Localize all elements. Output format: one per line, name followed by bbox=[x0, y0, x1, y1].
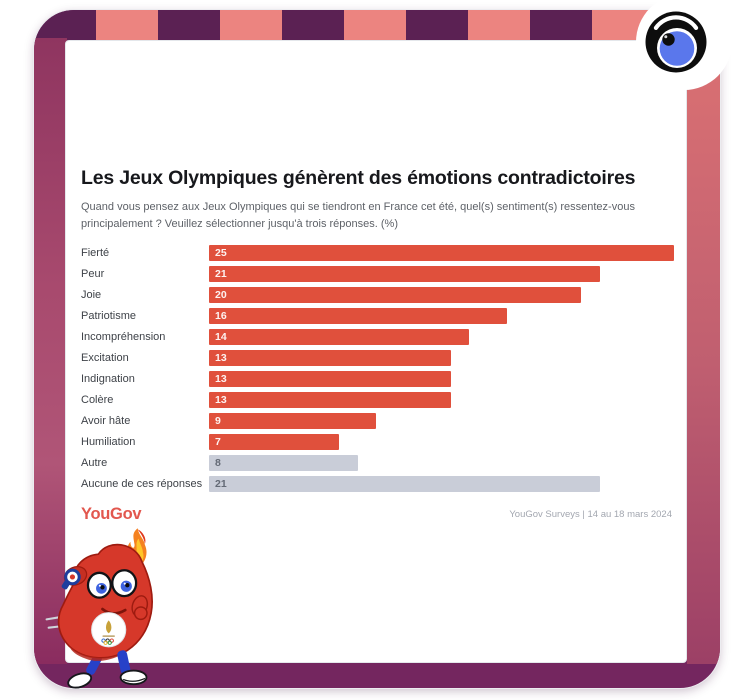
bar-track: 7 bbox=[209, 431, 676, 452]
value-label: 14 bbox=[215, 330, 227, 343]
value-label: 16 bbox=[215, 309, 227, 322]
bar-track: 25 bbox=[209, 242, 676, 263]
bar-track: 13 bbox=[209, 368, 676, 389]
category-label: Aucune de ces réponses bbox=[81, 477, 203, 490]
chart-row: Joie 20 bbox=[81, 284, 676, 305]
bar-track: 13 bbox=[209, 389, 676, 410]
category-label: Autre bbox=[81, 456, 108, 469]
chart-row: Autre 8 bbox=[81, 452, 676, 473]
bar-red: 21 bbox=[209, 265, 600, 282]
value-label: 13 bbox=[215, 351, 227, 364]
frame-right-border bbox=[687, 38, 720, 664]
chart-title: Les Jeux Olympiques génèrent des émotion… bbox=[81, 167, 636, 189]
frame-left-border bbox=[34, 38, 67, 664]
striped-top-border bbox=[34, 10, 720, 41]
value-label: 8 bbox=[215, 456, 221, 469]
bar-red: 14 bbox=[209, 328, 469, 345]
chart-row: Aucune de ces réponses 21 bbox=[81, 473, 676, 494]
bar-red: 7 bbox=[209, 433, 339, 450]
chart-row: Excitation 13 bbox=[81, 347, 676, 368]
category-label: Excitation bbox=[81, 351, 129, 364]
chart-footer: YouGov YouGov Surveys | 14 au 18 mars 20… bbox=[81, 503, 672, 525]
chart-row: Indignation 13 bbox=[81, 368, 676, 389]
bar-track: 9 bbox=[209, 410, 676, 431]
bar-red: 16 bbox=[209, 307, 507, 324]
bar-red: 20 bbox=[209, 286, 581, 303]
yougov-wordmark: YouGov bbox=[81, 504, 142, 523]
bar-gray: 21 bbox=[209, 475, 600, 492]
bar-track: 16 bbox=[209, 305, 676, 326]
category-label: Incompréhension bbox=[81, 330, 166, 343]
value-label: 9 bbox=[215, 414, 221, 427]
value-label: 13 bbox=[215, 372, 227, 385]
value-label: 25 bbox=[215, 246, 227, 259]
value-label: 21 bbox=[215, 477, 227, 490]
category-label: Peur bbox=[81, 267, 105, 280]
eye-graphic bbox=[645, 11, 707, 73]
bar-track: 8 bbox=[209, 452, 676, 473]
chart-row: Fierté 25 bbox=[81, 242, 676, 263]
category-label: Colère bbox=[81, 393, 114, 406]
chart-row: Incompréhension 14 bbox=[81, 326, 676, 347]
bar-red: 13 bbox=[209, 391, 451, 408]
bar-red: 9 bbox=[209, 412, 376, 429]
bar-track: 14 bbox=[209, 326, 676, 347]
chart-row: Colère 13 bbox=[81, 389, 676, 410]
category-label: Avoir hâte bbox=[81, 414, 131, 427]
bar-track: 20 bbox=[209, 284, 676, 305]
bar-track: 21 bbox=[209, 263, 676, 284]
category-label: Humiliation bbox=[81, 435, 136, 448]
category-label: Joie bbox=[81, 288, 102, 301]
value-label: 20 bbox=[215, 288, 227, 301]
category-label: Patriotisme bbox=[81, 309, 137, 322]
category-label: Indignation bbox=[81, 372, 135, 385]
yougov-eye-icon bbox=[636, 0, 732, 90]
bar-chart: Fierté 25 Peur 21 Joie 20 Patriotisme 16 Incompr… bbox=[81, 242, 676, 494]
bar-red: 13 bbox=[209, 349, 451, 366]
chart-subtitle: Quand vous pensez aux Jeux Olympiques qu… bbox=[81, 201, 635, 230]
chart-row: Humiliation 7 bbox=[81, 431, 676, 452]
chart-row: Peur 21 bbox=[81, 263, 676, 284]
bar-track: 21 bbox=[209, 473, 676, 494]
chart-card: Les Jeux Olympiques génèrent des émotion… bbox=[65, 40, 687, 663]
value-label: 7 bbox=[215, 435, 221, 448]
chart-row: Avoir hâte 9 bbox=[81, 410, 676, 431]
bar-track: 13 bbox=[209, 347, 676, 368]
category-label: Fierté bbox=[81, 246, 110, 259]
chart-row: Patriotisme 16 bbox=[81, 305, 676, 326]
bar-gray: 8 bbox=[209, 454, 358, 471]
paris-2024-phryge-mascot bbox=[45, 528, 153, 689]
value-label: 21 bbox=[215, 267, 227, 280]
bar-red: 13 bbox=[209, 370, 451, 387]
source-caption: YouGov Surveys | 14 au 18 mars 2024 bbox=[509, 508, 672, 520]
bar-red: 25 bbox=[209, 244, 674, 261]
value-label: 13 bbox=[215, 393, 227, 406]
